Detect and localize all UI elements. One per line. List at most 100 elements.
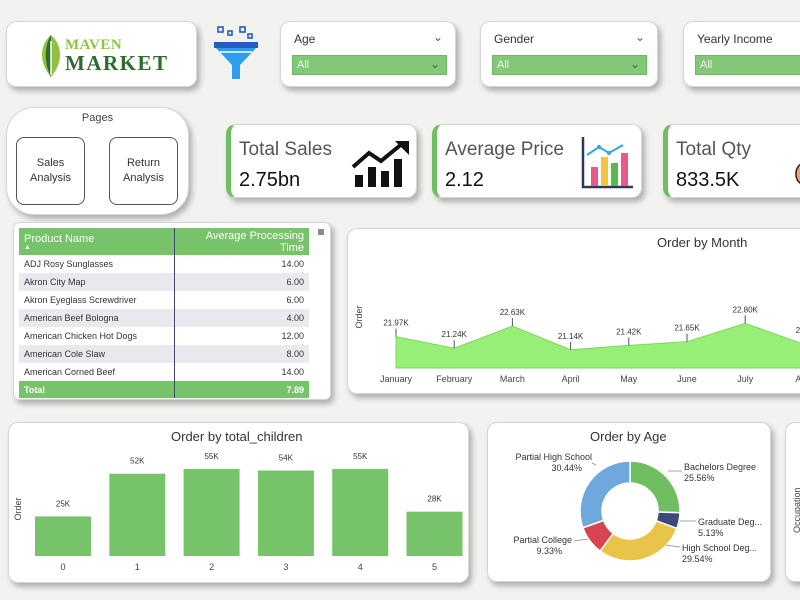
cell-product: American Beef Bologna — [19, 309, 174, 327]
sales-analysis-button[interactable]: Sales Analysis — [16, 137, 85, 205]
cell-value: 4.00 — [173, 309, 309, 327]
table-row[interactable]: American Cole Slaw 8.00 — [19, 345, 309, 363]
chevron-down-icon[interactable]: ⌄ — [432, 30, 443, 44]
data-label: 22.63K — [500, 308, 526, 317]
chevron-down-icon[interactable]: ⌄ — [629, 57, 640, 71]
data-label: 25K — [56, 499, 71, 508]
order-by-month-chart: Order by Month Order 21.97K January 21.24K F… — [347, 228, 800, 394]
slice-name-label: Bachelors Degree — [684, 462, 756, 472]
data-label: 22.80K — [733, 305, 759, 314]
chart-title: Order by total_children — [171, 429, 303, 444]
x-tick-label: February — [436, 374, 473, 384]
x-tick-label: 1 — [135, 562, 140, 572]
chart-title: Order by Month — [657, 235, 748, 250]
slicer-dropdown[interactable]: All ⌄ — [292, 55, 447, 75]
slice-value-label: 9.33% — [536, 546, 562, 556]
cell-value: 14.00 — [173, 255, 309, 273]
bar — [406, 511, 463, 556]
slicer-value: All — [700, 59, 713, 71]
slicer-title: Gender — [494, 32, 535, 46]
data-label: 21.24K — [442, 330, 468, 339]
slicer-title: Yearly Income — [697, 32, 773, 46]
x-tick-label: 4 — [358, 562, 363, 572]
x-tick-label: 2 — [209, 562, 214, 572]
column-header-label: Product Name — [24, 232, 95, 245]
bar — [332, 468, 389, 556]
table-row[interactable]: Akron City Map 6.00 — [19, 273, 309, 291]
data-label: 55K — [353, 452, 368, 461]
bar — [257, 470, 314, 556]
table-row[interactable]: ADJ Rosy Sunglasses 14.00 — [19, 255, 309, 273]
column-header-processing-time[interactable]: Average Processing Time — [173, 228, 309, 255]
kpi-label: Total Qty — [676, 139, 751, 160]
table-row[interactable]: Akron Eyeglass Screwdriver 6.00 — [19, 291, 309, 309]
column-header-product-name[interactable]: Product Name ▲ — [19, 228, 174, 255]
data-label: 52K — [130, 457, 145, 466]
children-bar-svg: Order 25K 0 52K 1 55K 2 54K 3 55K 4 28K 5 — [13, 452, 463, 572]
data-label: 21.65K — [674, 324, 700, 333]
hand-box-icon — [795, 163, 800, 184]
x-tick-label: 5 — [432, 562, 437, 572]
bar-chart-icon — [581, 137, 633, 189]
kpi-value: 2.12 — [445, 169, 484, 191]
slicer-dropdown[interactable]: All ⌄ — [492, 55, 647, 75]
slicer-value: All — [497, 59, 510, 71]
kpi-label: Total Sales — [239, 139, 332, 160]
bar — [183, 468, 240, 556]
slice-value-label: 30.44% — [551, 463, 582, 473]
bar — [35, 516, 91, 556]
total-value: 7.89 — [173, 381, 309, 398]
kpi-label: Average Price — [445, 139, 564, 160]
donut-slice — [629, 460, 681, 514]
donut-slice — [579, 460, 631, 529]
product-processing-table: Product Name ▲ Average Processing Time A… — [13, 222, 331, 400]
maven-market-logo: MAVEN MARKET — [6, 21, 197, 87]
y-axis-label: Order — [354, 305, 364, 328]
table-row[interactable]: American Corned Beef 14.00 — [19, 363, 309, 381]
chevron-down-icon[interactable]: ⌄ — [429, 57, 440, 71]
x-tick-label: April — [562, 374, 580, 384]
month-area-svg: Order 21.97K January 21.24K February 22.63K Ma… — [354, 305, 800, 384]
data-table: Product Name ▲ Average Processing Time A… — [19, 228, 309, 398]
donut-slice — [598, 519, 678, 562]
slice-name-label: High School Deg... — [682, 543, 757, 553]
table-menu-handle[interactable] — [318, 229, 324, 235]
y-axis-label: Order — [13, 497, 23, 520]
slicer-yearly-income[interactable]: Yearly Income All — [683, 21, 800, 87]
data-label: 54K — [279, 454, 294, 463]
table-row[interactable]: American Chicken Hot Dogs 12.00 — [19, 327, 309, 345]
slice-name-label: Partial High School — [515, 452, 592, 462]
table-total-row: Total 7.89 — [19, 381, 309, 398]
data-label: 21.14K — [558, 332, 584, 341]
occupation-axis-svg: Occupation — [792, 487, 800, 533]
data-label: 21.97K — [383, 319, 409, 328]
slice-value-label: 5.13% — [698, 528, 724, 538]
x-tick-label: January — [380, 374, 413, 384]
x-tick-label: June — [677, 374, 697, 384]
kpi-total-sales: Total Sales 2.75bn — [226, 124, 417, 198]
data-label: 21.42K — [616, 327, 642, 336]
kpi-value: 2.75bn — [239, 169, 301, 191]
leaf-icon — [42, 35, 60, 77]
cell-product: American Cole Slaw — [19, 345, 174, 363]
data-label: 55K — [204, 452, 219, 461]
slicer-gender[interactable]: Gender ⌄ All ⌄ — [480, 21, 658, 87]
pages-title: Pages — [81, 112, 114, 124]
cell-product: American Chicken Hot Dogs — [24, 331, 138, 341]
sort-up-icon[interactable]: ▲ — [24, 243, 31, 251]
table-row[interactable]: American Beef Bologna 4.00 — [19, 309, 309, 327]
occupation-label: Occupation — [792, 487, 800, 533]
filter-icon[interactable] — [212, 25, 260, 83]
kpi-average-price: Average Price 2.12 — [432, 124, 642, 198]
kpi-total-qty: Total Qty 833.5K — [663, 124, 800, 198]
bar — [109, 473, 166, 556]
chevron-down-icon[interactable]: ⌄ — [634, 30, 645, 44]
cell-product: ADJ Rosy Sunglasses — [24, 259, 114, 269]
x-tick-label: Aug — [795, 374, 800, 384]
slicer-dropdown[interactable]: All — [695, 55, 800, 75]
slicer-title: Age — [294, 32, 316, 46]
slicer-age[interactable]: Age ⌄ All ⌄ — [280, 21, 456, 87]
return-analysis-button[interactable]: Return Analysis — [109, 137, 178, 205]
slice-name-label: Graduate Deg... — [698, 517, 762, 527]
